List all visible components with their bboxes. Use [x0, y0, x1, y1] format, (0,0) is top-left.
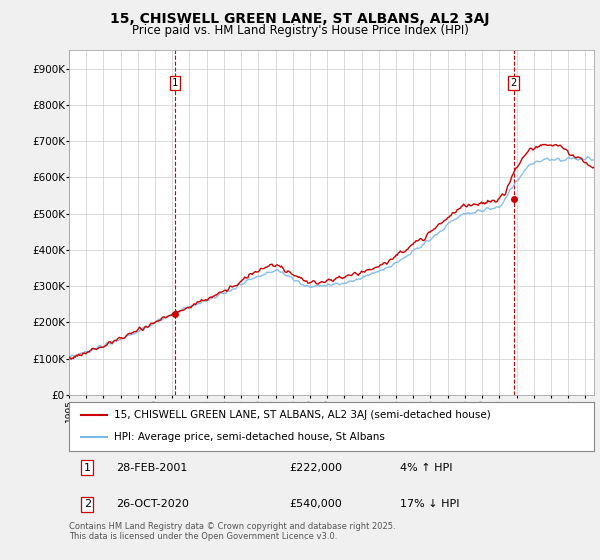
Text: 28-FEB-2001: 28-FEB-2001: [116, 463, 188, 473]
Text: 2: 2: [84, 499, 91, 509]
Text: 1: 1: [172, 78, 178, 88]
Text: Contains HM Land Registry data © Crown copyright and database right 2025.
This d: Contains HM Land Registry data © Crown c…: [69, 522, 395, 542]
Text: 26-OCT-2020: 26-OCT-2020: [116, 499, 189, 509]
Text: 4% ↑ HPI: 4% ↑ HPI: [400, 463, 452, 473]
Text: 1: 1: [84, 463, 91, 473]
Text: £222,000: £222,000: [290, 463, 343, 473]
Text: HPI: Average price, semi-detached house, St Albans: HPI: Average price, semi-detached house,…: [113, 432, 385, 442]
Text: 17% ↓ HPI: 17% ↓ HPI: [400, 499, 459, 509]
Text: Price paid vs. HM Land Registry's House Price Index (HPI): Price paid vs. HM Land Registry's House …: [131, 24, 469, 37]
Text: £540,000: £540,000: [290, 499, 342, 509]
Text: 15, CHISWELL GREEN LANE, ST ALBANS, AL2 3AJ (semi-detached house): 15, CHISWELL GREEN LANE, ST ALBANS, AL2 …: [113, 410, 490, 420]
Text: 15, CHISWELL GREEN LANE, ST ALBANS, AL2 3AJ: 15, CHISWELL GREEN LANE, ST ALBANS, AL2 …: [110, 12, 490, 26]
Text: 2: 2: [511, 78, 517, 88]
